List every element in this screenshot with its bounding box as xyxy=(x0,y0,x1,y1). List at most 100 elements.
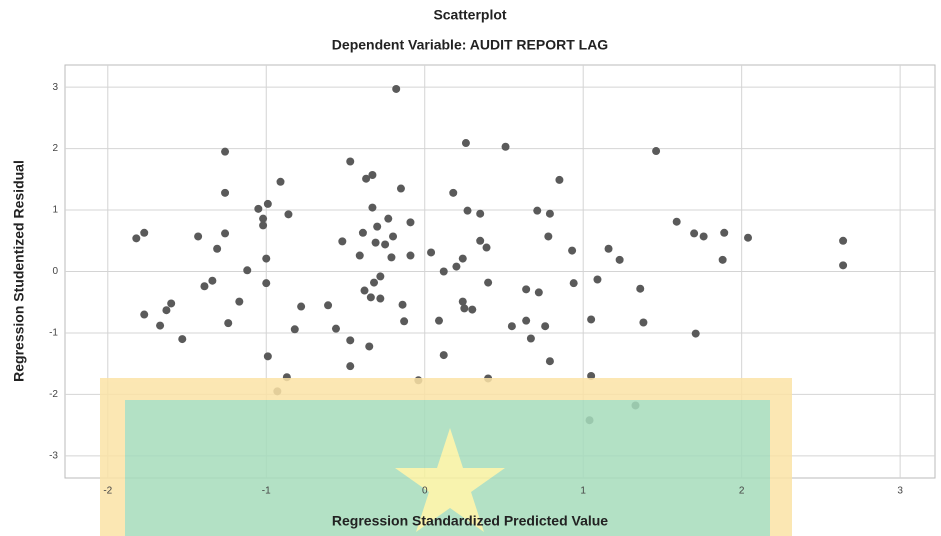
y-tick-label: -2 xyxy=(49,389,58,400)
x-tick-label: 0 xyxy=(422,486,428,497)
point xyxy=(243,266,252,275)
point xyxy=(284,210,293,219)
point xyxy=(263,352,272,361)
point xyxy=(476,236,485,245)
point xyxy=(156,321,165,330)
point xyxy=(439,267,448,276)
point xyxy=(541,322,550,331)
point xyxy=(720,228,729,237)
point xyxy=(208,276,217,285)
point xyxy=(290,325,299,334)
x-tick-label: 3 xyxy=(897,486,903,497)
point xyxy=(373,222,382,231)
point xyxy=(324,301,333,310)
point xyxy=(461,139,470,148)
point xyxy=(449,188,458,197)
point xyxy=(338,237,347,246)
point xyxy=(406,251,415,260)
point xyxy=(263,199,272,208)
point xyxy=(331,324,340,333)
point xyxy=(362,174,371,183)
point xyxy=(396,184,405,193)
point xyxy=(652,147,661,156)
point xyxy=(200,282,209,291)
point xyxy=(370,278,379,287)
point xyxy=(458,254,467,263)
point xyxy=(384,214,393,223)
point xyxy=(522,316,531,325)
point xyxy=(387,253,396,262)
point xyxy=(522,285,531,294)
y-axis-label: Regression Studentized Residual xyxy=(11,160,27,382)
point xyxy=(458,297,467,306)
y-tick-label: -1 xyxy=(49,328,58,339)
y-tick-label: 0 xyxy=(52,266,58,277)
point xyxy=(839,236,848,245)
point xyxy=(434,316,443,325)
point xyxy=(368,171,377,180)
point xyxy=(468,305,477,314)
point xyxy=(439,351,448,360)
overlay-star xyxy=(395,428,505,532)
x-axis-label: Regression Standardized Predicted Value xyxy=(332,513,608,529)
point xyxy=(365,342,374,351)
point xyxy=(482,243,491,252)
point xyxy=(400,317,409,326)
point xyxy=(545,209,554,218)
point xyxy=(691,329,700,338)
point xyxy=(839,261,848,270)
point xyxy=(534,288,543,297)
point xyxy=(224,319,233,328)
point xyxy=(167,299,176,308)
point xyxy=(604,244,613,253)
point xyxy=(427,248,436,257)
point xyxy=(639,318,648,327)
point xyxy=(526,334,535,343)
point xyxy=(276,177,285,186)
y-tick-label: -3 xyxy=(49,451,58,462)
point xyxy=(484,278,493,287)
point xyxy=(507,322,516,331)
points xyxy=(132,84,848,425)
chart-title: Scatterplot xyxy=(433,7,506,23)
point xyxy=(360,286,369,295)
point xyxy=(262,279,271,288)
point xyxy=(259,221,268,230)
point xyxy=(501,142,510,151)
point xyxy=(545,357,554,366)
point xyxy=(194,232,203,241)
point xyxy=(346,336,355,345)
point xyxy=(366,293,375,302)
point xyxy=(346,157,355,166)
point xyxy=(346,362,355,371)
y-tick-label: 3 xyxy=(52,82,58,93)
point xyxy=(392,84,401,93)
point xyxy=(221,147,230,156)
ticks: -2 -1 0 1 2 3 -3 -2 -1 0 1 2 3 xyxy=(49,82,903,497)
point xyxy=(376,294,385,303)
point xyxy=(132,234,141,243)
point xyxy=(569,279,578,288)
point xyxy=(221,229,230,238)
point xyxy=(533,206,542,215)
point xyxy=(162,306,171,315)
point xyxy=(358,228,367,237)
y-tick-label: 1 xyxy=(52,205,58,216)
point xyxy=(452,262,461,271)
overlay xyxy=(100,378,792,536)
point xyxy=(587,371,596,380)
x-tick-label: 2 xyxy=(739,486,745,497)
point xyxy=(254,204,263,213)
point xyxy=(460,304,469,313)
point xyxy=(615,255,624,264)
point xyxy=(297,302,306,311)
point xyxy=(140,310,149,319)
point xyxy=(690,229,699,238)
point xyxy=(221,188,230,197)
point xyxy=(555,175,564,184)
x-tick-label: -1 xyxy=(262,486,271,497)
point xyxy=(568,246,577,255)
point xyxy=(371,238,380,247)
point xyxy=(355,251,364,260)
